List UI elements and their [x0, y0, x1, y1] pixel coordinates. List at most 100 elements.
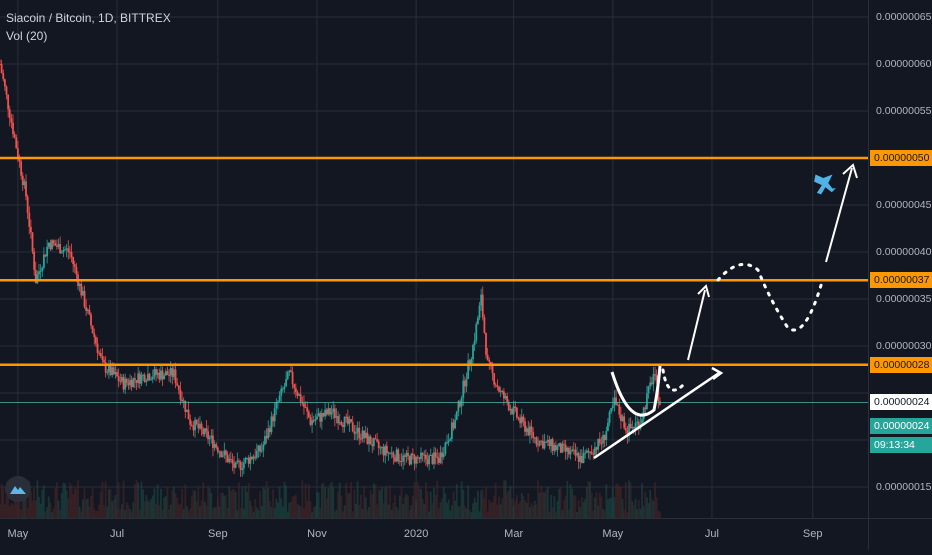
candle-body[interactable] — [75, 266, 78, 275]
candle-body[interactable] — [340, 422, 343, 425]
candle-body[interactable] — [356, 427, 359, 433]
candle-body[interactable] — [584, 452, 587, 454]
candle-body[interactable] — [171, 368, 174, 377]
candle-body[interactable] — [368, 436, 370, 444]
candle-body[interactable] — [436, 456, 439, 459]
candle-body[interactable] — [405, 452, 408, 457]
candle-body[interactable] — [168, 374, 170, 376]
candle-body[interactable] — [233, 463, 235, 468]
candle-body[interactable] — [620, 414, 622, 421]
candle-body[interactable] — [316, 416, 318, 420]
candle-body[interactable] — [98, 352, 101, 354]
candle-body[interactable] — [529, 426, 531, 436]
candle-body[interactable] — [312, 420, 315, 422]
candle-body[interactable] — [411, 453, 414, 456]
candle-body[interactable] — [134, 378, 136, 381]
candle-body[interactable] — [88, 309, 91, 315]
candle-body[interactable] — [374, 438, 377, 440]
candle-body[interactable] — [498, 387, 500, 392]
candle-body[interactable] — [385, 445, 388, 454]
candle-body[interactable] — [613, 397, 616, 406]
candle-body[interactable] — [462, 380, 465, 398]
candle-body[interactable] — [514, 406, 517, 408]
candle-body[interactable] — [301, 402, 304, 404]
candle-body[interactable] — [387, 452, 390, 454]
candle-body[interactable] — [402, 455, 405, 462]
candle-body[interactable] — [494, 384, 497, 386]
candle-body[interactable] — [103, 359, 105, 363]
candle-body[interactable] — [36, 274, 39, 284]
candle-body[interactable] — [342, 424, 344, 428]
candle-body[interactable] — [114, 372, 117, 375]
candle-body[interactable] — [548, 439, 551, 447]
candle-body[interactable] — [306, 407, 309, 412]
candle-body[interactable] — [615, 397, 617, 405]
candle-body[interactable] — [268, 428, 271, 433]
candle-body[interactable] — [366, 432, 369, 444]
candle-body[interactable] — [246, 457, 248, 459]
candle-body[interactable] — [585, 450, 588, 453]
candle-body[interactable] — [371, 444, 374, 447]
candle-body[interactable] — [507, 402, 510, 411]
candle-body[interactable] — [542, 440, 544, 449]
candle-body[interactable] — [384, 445, 387, 456]
candle-body[interactable] — [38, 271, 40, 275]
candle-body[interactable] — [242, 462, 245, 469]
candle-body[interactable] — [353, 431, 356, 434]
candle-body[interactable] — [652, 374, 655, 385]
candle-body[interactable] — [194, 419, 196, 431]
candle-body[interactable] — [148, 373, 151, 380]
candle-body[interactable] — [70, 252, 73, 258]
candle-body[interactable] — [156, 372, 159, 375]
candle-body[interactable] — [23, 181, 26, 186]
candle-body[interactable] — [481, 294, 484, 318]
candle-body[interactable] — [626, 430, 629, 436]
candle-body[interactable] — [431, 454, 434, 464]
candle-body[interactable] — [595, 447, 598, 450]
candle-body[interactable] — [543, 441, 546, 449]
candle-body[interactable] — [218, 451, 221, 453]
candle-body[interactable] — [480, 294, 483, 306]
candle-body[interactable] — [91, 325, 94, 334]
candle-body[interactable] — [519, 417, 522, 424]
candle-body[interactable] — [338, 422, 341, 424]
candle-body[interactable] — [475, 324, 478, 341]
candle-body[interactable] — [491, 366, 494, 374]
candle-body[interactable] — [21, 175, 24, 186]
candle-body[interactable] — [54, 243, 57, 246]
candle-body[interactable] — [397, 449, 400, 462]
candle-body[interactable] — [213, 444, 216, 448]
candle-body[interactable] — [278, 395, 281, 402]
candle-body[interactable] — [454, 419, 457, 429]
target-arrow-1[interactable] — [687, 289, 706, 361]
candle-body[interactable] — [291, 371, 294, 385]
candle-body[interactable] — [467, 360, 470, 379]
cup-drawing[interactable] — [610, 365, 662, 417]
candle-body[interactable] — [99, 353, 102, 357]
candle-body[interactable] — [324, 409, 326, 417]
candle-body[interactable] — [550, 439, 552, 447]
tradingview-logo-icon[interactable] — [5, 476, 31, 502]
candle-body[interactable] — [244, 458, 247, 463]
candle-body[interactable] — [437, 458, 440, 463]
candle-body[interactable] — [179, 389, 182, 400]
candle-body[interactable] — [556, 446, 559, 451]
candle-body[interactable] — [52, 240, 55, 244]
candle-body[interactable] — [647, 386, 650, 394]
candle-body[interactable] — [358, 427, 361, 439]
candle-body[interactable] — [488, 360, 491, 362]
candle-body[interactable] — [225, 450, 227, 456]
candle-body[interactable] — [273, 408, 276, 422]
candle-body[interactable] — [485, 332, 487, 355]
candle-body[interactable] — [83, 291, 86, 307]
candle-body[interactable] — [616, 404, 619, 406]
candle-body[interactable] — [424, 454, 427, 460]
candle-body[interactable] — [255, 450, 258, 458]
candle-body[interactable] — [60, 252, 63, 254]
candle-body[interactable] — [457, 401, 460, 412]
candle-body[interactable] — [42, 254, 45, 268]
candle-body[interactable] — [429, 454, 432, 456]
candle-body[interactable] — [283, 386, 286, 389]
candle-body[interactable] — [163, 375, 166, 380]
candle-body[interactable] — [72, 257, 75, 265]
